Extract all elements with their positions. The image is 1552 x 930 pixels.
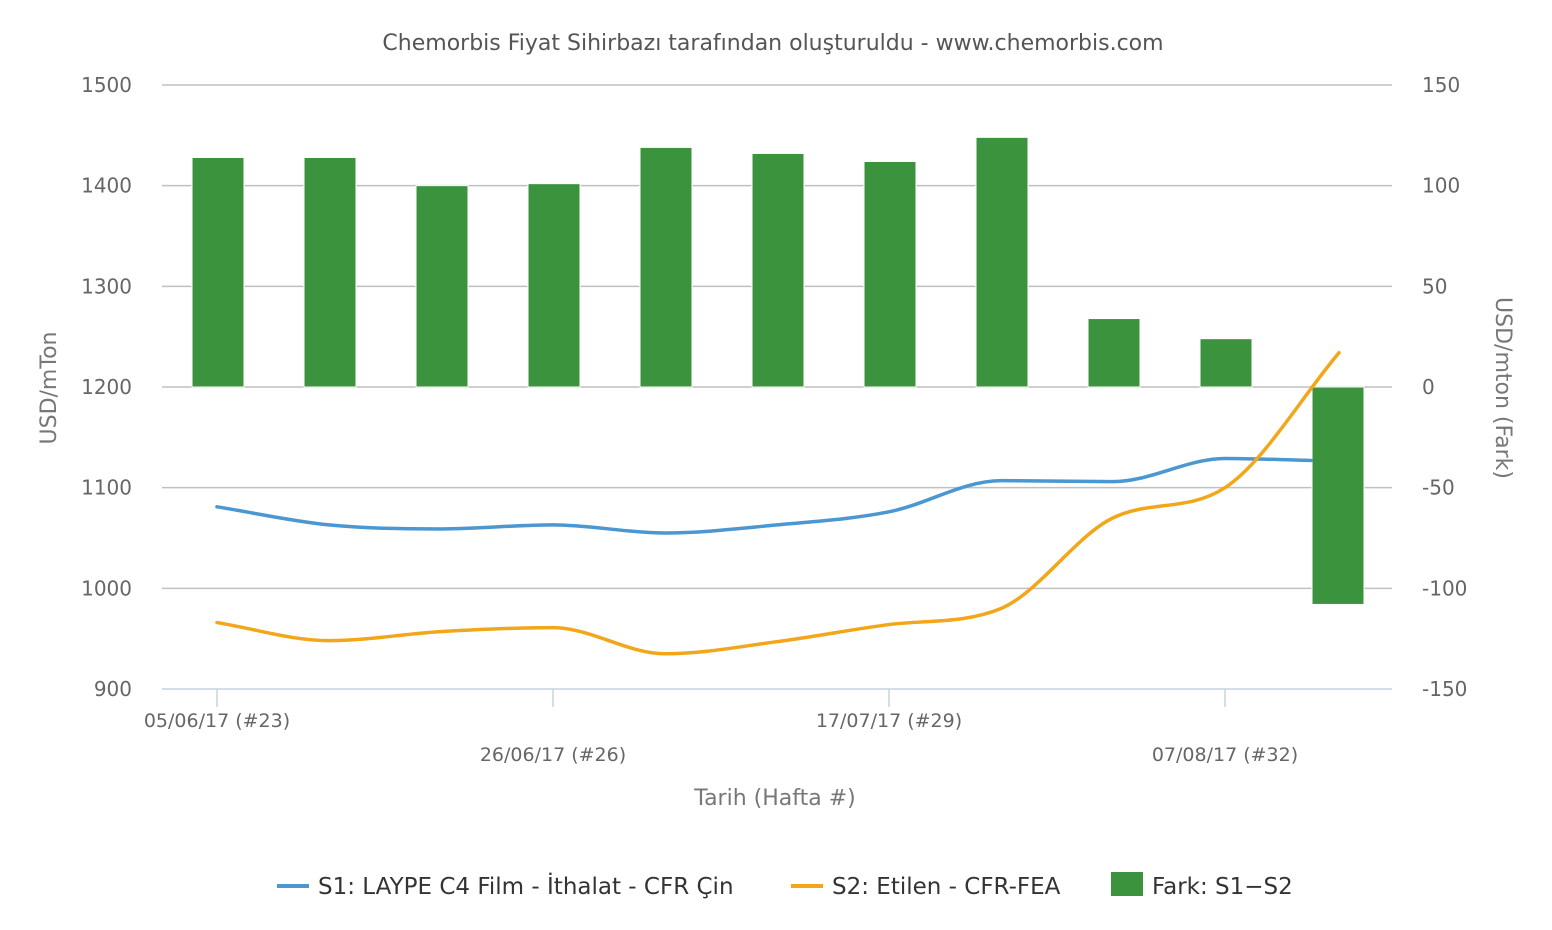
bar-fark — [975, 136, 1029, 388]
bar-fark — [1087, 318, 1141, 388]
y-left-tick-label: 1500 — [81, 73, 132, 97]
y-right-tick-label: 150 — [1422, 73, 1460, 97]
legend-bar-swatch — [1111, 872, 1143, 896]
y-right-tick-label: 100 — [1422, 174, 1460, 198]
bar-fark — [639, 146, 693, 388]
x-axis-ticks: 05/06/17 (#23) 26/06/17 (#26) 17/07/17 (#2… — [144, 689, 1298, 766]
x-tick-label: 26/06/17 (#26) — [480, 744, 626, 766]
chart-title: Chemorbis Fiyat Sihirbazı tarafından olu… — [382, 31, 1163, 56]
y-right-tick-label: -150 — [1422, 677, 1467, 701]
bar-fark — [191, 156, 245, 388]
x-axis-title: Tarih (Hafta #) — [693, 786, 855, 811]
y-left-tick-label: 1400 — [81, 174, 132, 198]
bar-fark — [1311, 386, 1365, 605]
x-tick-label: 07/08/17 (#32) — [1152, 744, 1298, 766]
y-right-tick-label: -50 — [1422, 476, 1455, 500]
y-right-tick-label: -100 — [1422, 576, 1467, 600]
x-tick-label: 05/06/17 (#23) — [144, 710, 290, 732]
line-s2-etilen — [215, 351, 1341, 656]
y-right-tick-label: 0 — [1422, 375, 1435, 399]
y-left-tick-label: 1300 — [81, 274, 132, 298]
y-left-tick-label: 1000 — [81, 576, 132, 600]
bar-series-fark — [191, 136, 1365, 605]
legend: S1: LAYPE C4 Film - İthalat - CFR Çin S2:… — [277, 872, 1293, 900]
bar-fark — [527, 183, 581, 388]
y-left-tick-label: 1200 — [81, 375, 132, 399]
line-s1-laype — [215, 456, 1313, 535]
y-axis-right-ticks: -150 -100 -50 0 50 100 150 — [1422, 73, 1467, 701]
y-left-tick-label: 900 — [94, 677, 132, 701]
bar-fark — [415, 185, 469, 388]
legend-label: Fark: S1−S2 — [1152, 874, 1293, 900]
y-axis-left-ticks: 900 1000 1100 1200 1300 1400 1500 — [81, 73, 132, 701]
y-left-tick-label: 1100 — [81, 476, 132, 500]
y-axis-left-title: USD/mTon — [37, 332, 62, 445]
y-axis-right-title: USD/mton (Fark) — [1490, 297, 1515, 479]
x-tick-label: 17/07/17 (#29) — [816, 710, 962, 732]
legend-label: S1: LAYPE C4 Film - İthalat - CFR Çin — [318, 872, 734, 900]
bar-fark — [751, 152, 805, 388]
line-series — [215, 351, 1341, 656]
bar-fark — [303, 156, 357, 388]
legend-label: S2: Etilen - CFR-FEA — [832, 874, 1061, 900]
y-right-tick-label: 50 — [1422, 274, 1447, 298]
bar-fark — [1199, 338, 1253, 388]
bar-fark — [863, 161, 917, 388]
